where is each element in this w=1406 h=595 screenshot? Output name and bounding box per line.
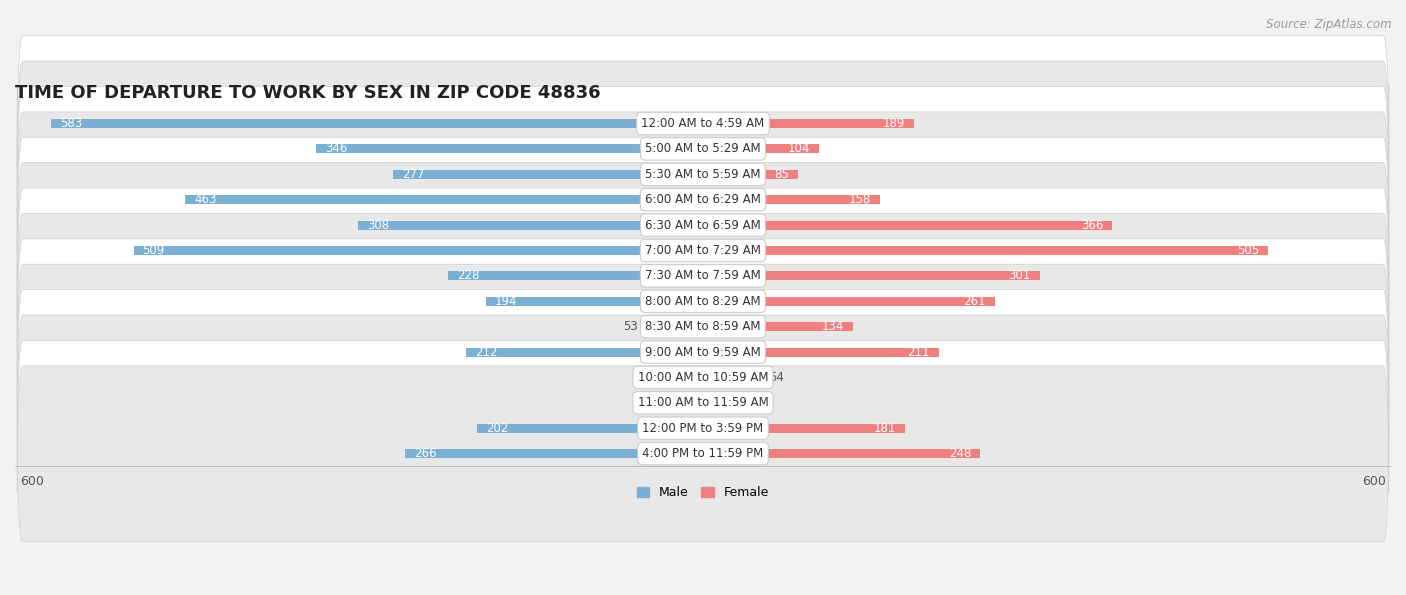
Text: 189: 189 xyxy=(883,117,905,130)
Text: 11:00 AM to 11:59 AM: 11:00 AM to 11:59 AM xyxy=(638,396,768,409)
Bar xyxy=(703,170,799,178)
Bar xyxy=(644,322,703,331)
Bar xyxy=(51,119,703,128)
Text: 134: 134 xyxy=(821,320,844,333)
FancyBboxPatch shape xyxy=(17,86,1389,262)
Text: 6:00 AM to 6:29 AM: 6:00 AM to 6:29 AM xyxy=(645,193,761,206)
FancyBboxPatch shape xyxy=(17,340,1389,516)
Bar xyxy=(134,246,703,255)
Legend: Male, Female: Male, Female xyxy=(631,481,775,505)
Bar xyxy=(449,271,703,280)
Text: 212: 212 xyxy=(475,346,498,359)
Text: 32: 32 xyxy=(647,396,662,409)
FancyBboxPatch shape xyxy=(17,188,1389,364)
Text: 202: 202 xyxy=(486,422,509,435)
Text: 181: 181 xyxy=(875,422,897,435)
Text: 8:00 AM to 8:29 AM: 8:00 AM to 8:29 AM xyxy=(645,295,761,308)
Text: 12:00 AM to 4:59 AM: 12:00 AM to 4:59 AM xyxy=(641,117,765,130)
Bar xyxy=(703,119,914,128)
FancyBboxPatch shape xyxy=(17,36,1389,211)
Text: 10:00 AM to 10:59 AM: 10:00 AM to 10:59 AM xyxy=(638,371,768,384)
FancyBboxPatch shape xyxy=(17,290,1389,465)
Text: 104: 104 xyxy=(787,142,810,155)
FancyBboxPatch shape xyxy=(17,61,1389,237)
Bar xyxy=(703,322,853,331)
Text: 211: 211 xyxy=(908,346,931,359)
Text: 5:30 AM to 5:59 AM: 5:30 AM to 5:59 AM xyxy=(645,168,761,181)
Text: 6:30 AM to 6:59 AM: 6:30 AM to 6:59 AM xyxy=(645,218,761,231)
Bar xyxy=(703,221,1112,230)
Bar xyxy=(668,399,703,408)
Text: 53: 53 xyxy=(623,320,638,333)
Text: Source: ZipAtlas.com: Source: ZipAtlas.com xyxy=(1267,18,1392,31)
FancyBboxPatch shape xyxy=(17,137,1389,313)
FancyBboxPatch shape xyxy=(17,214,1389,389)
Text: 8:30 AM to 8:59 AM: 8:30 AM to 8:59 AM xyxy=(645,320,761,333)
Text: 3: 3 xyxy=(711,396,720,409)
Text: 509: 509 xyxy=(142,244,165,257)
Bar xyxy=(465,347,703,356)
Text: 54: 54 xyxy=(769,371,785,384)
Bar xyxy=(316,145,703,154)
FancyBboxPatch shape xyxy=(17,264,1389,440)
Text: TIME OF DEPARTURE TO WORK BY SEX IN ZIP CODE 48836: TIME OF DEPARTURE TO WORK BY SEX IN ZIP … xyxy=(15,84,600,102)
Bar xyxy=(477,424,703,433)
Bar xyxy=(703,297,995,306)
Text: 4:00 PM to 11:59 PM: 4:00 PM to 11:59 PM xyxy=(643,447,763,460)
Text: 41: 41 xyxy=(637,371,651,384)
Bar xyxy=(486,297,703,306)
Bar xyxy=(703,145,820,154)
Text: 366: 366 xyxy=(1081,218,1104,231)
Text: 463: 463 xyxy=(194,193,217,206)
Bar xyxy=(657,373,703,382)
FancyBboxPatch shape xyxy=(17,162,1389,339)
Bar xyxy=(703,246,1268,255)
Bar xyxy=(703,373,763,382)
Bar xyxy=(394,170,703,178)
Text: 158: 158 xyxy=(849,193,870,206)
Text: 85: 85 xyxy=(775,168,789,181)
Text: 277: 277 xyxy=(402,168,425,181)
Text: 5:00 AM to 5:29 AM: 5:00 AM to 5:29 AM xyxy=(645,142,761,155)
Bar xyxy=(703,399,706,408)
Text: 7:00 AM to 7:29 AM: 7:00 AM to 7:29 AM xyxy=(645,244,761,257)
Text: 301: 301 xyxy=(1008,270,1031,283)
Text: 505: 505 xyxy=(1237,244,1258,257)
Text: 583: 583 xyxy=(59,117,82,130)
Text: 248: 248 xyxy=(949,447,972,460)
FancyBboxPatch shape xyxy=(17,366,1389,541)
Text: 12:00 PM to 3:59 PM: 12:00 PM to 3:59 PM xyxy=(643,422,763,435)
Bar xyxy=(703,449,980,458)
Bar xyxy=(186,195,703,204)
Text: 261: 261 xyxy=(963,295,986,308)
Text: 308: 308 xyxy=(367,218,389,231)
FancyBboxPatch shape xyxy=(17,112,1389,287)
Bar xyxy=(703,271,1039,280)
Bar xyxy=(703,424,905,433)
FancyBboxPatch shape xyxy=(17,239,1389,415)
Text: 228: 228 xyxy=(457,270,479,283)
Text: 7:30 AM to 7:59 AM: 7:30 AM to 7:59 AM xyxy=(645,270,761,283)
Bar xyxy=(703,347,939,356)
Text: 346: 346 xyxy=(325,142,347,155)
Text: 194: 194 xyxy=(495,295,517,308)
Text: 9:00 AM to 9:59 AM: 9:00 AM to 9:59 AM xyxy=(645,346,761,359)
Bar xyxy=(703,195,880,204)
Text: 266: 266 xyxy=(415,447,437,460)
FancyBboxPatch shape xyxy=(17,315,1389,491)
Bar xyxy=(359,221,703,230)
Bar xyxy=(405,449,703,458)
